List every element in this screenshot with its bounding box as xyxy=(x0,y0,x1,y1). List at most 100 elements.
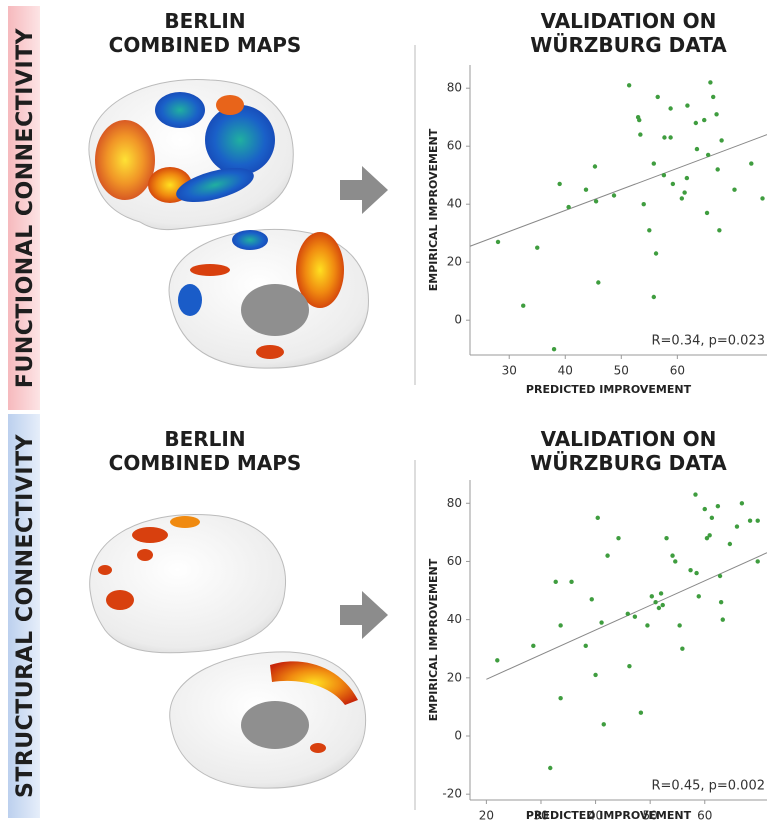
row-label: FUNCTIONAL CONNECTIVITY xyxy=(13,27,38,388)
brain-medial xyxy=(169,229,368,368)
point xyxy=(697,594,701,598)
x-tick-label: 60 xyxy=(697,809,712,823)
point xyxy=(535,246,539,250)
point xyxy=(627,664,631,668)
point xyxy=(639,711,643,715)
point xyxy=(760,196,764,200)
point xyxy=(659,591,663,595)
point xyxy=(707,533,711,537)
title-line: WÜRZBURG DATA xyxy=(530,451,727,475)
point xyxy=(552,347,556,351)
point xyxy=(717,228,721,232)
maps-title: BERLINCOMBINED MAPS xyxy=(109,9,302,57)
point xyxy=(756,559,760,563)
y-axis-label: EMPIRICAL IMPROVEMENT xyxy=(427,128,440,291)
point xyxy=(590,597,594,601)
y-tick-label: 20 xyxy=(447,255,462,269)
point xyxy=(496,240,500,244)
point xyxy=(662,173,666,177)
annotation: R=0.45, p=0.002 xyxy=(652,779,766,794)
point xyxy=(599,620,603,624)
point xyxy=(756,519,760,523)
point xyxy=(616,536,620,540)
point xyxy=(612,193,616,197)
point xyxy=(715,167,719,171)
point xyxy=(740,501,744,505)
title-line: WÜRZBURG DATA xyxy=(530,33,727,57)
point xyxy=(626,612,630,616)
point xyxy=(593,673,597,677)
point xyxy=(661,603,665,607)
point xyxy=(735,524,739,528)
point xyxy=(732,188,736,192)
point xyxy=(645,623,649,627)
point xyxy=(680,647,684,651)
point xyxy=(642,202,646,206)
y-tick-label: -20 xyxy=(442,787,462,801)
point xyxy=(569,580,573,584)
annotation: R=0.34, p=0.023 xyxy=(652,334,766,349)
point xyxy=(531,644,535,648)
point xyxy=(657,606,661,610)
point xyxy=(710,516,714,520)
point xyxy=(705,211,709,215)
chart-title: VALIDATION ONWÜRZBURG DATA xyxy=(530,427,727,475)
point xyxy=(671,182,675,186)
point xyxy=(596,516,600,520)
y-tick-label: 0 xyxy=(454,313,462,327)
point xyxy=(605,553,609,557)
point xyxy=(714,112,718,116)
title-line: VALIDATION ON xyxy=(541,9,717,33)
brain-lateral xyxy=(90,514,286,652)
point xyxy=(693,492,697,496)
y-tick-label: 80 xyxy=(447,496,462,510)
point xyxy=(654,251,658,255)
point xyxy=(653,600,657,604)
point xyxy=(695,147,699,151)
figure: FUNCTIONAL CONNECTIVITY STRUCTURAL CONNE… xyxy=(0,0,767,823)
point xyxy=(694,121,698,125)
point xyxy=(728,542,732,546)
point xyxy=(708,80,712,84)
point xyxy=(677,623,681,627)
point xyxy=(647,228,651,232)
x-tick-label: 30 xyxy=(502,364,517,378)
y-tick-label: 0 xyxy=(454,729,462,743)
point xyxy=(716,504,720,508)
point xyxy=(718,574,722,578)
y-tick-label: 80 xyxy=(447,81,462,95)
point xyxy=(688,568,692,572)
point xyxy=(670,553,674,557)
point xyxy=(495,658,499,662)
point xyxy=(548,766,552,770)
point xyxy=(656,95,660,99)
x-tick-label: 40 xyxy=(558,364,573,378)
arrow xyxy=(340,591,388,639)
point xyxy=(694,571,698,575)
point xyxy=(554,580,558,584)
point xyxy=(719,138,723,142)
trend-line xyxy=(486,553,767,680)
point xyxy=(557,182,561,186)
point xyxy=(662,135,666,139)
point xyxy=(711,95,715,99)
point xyxy=(633,615,637,619)
point xyxy=(668,106,672,110)
point xyxy=(702,118,706,122)
y-axis-label: EMPIRICAL IMPROVEMENT xyxy=(427,558,440,721)
x-tick-label: 20 xyxy=(479,809,494,823)
point xyxy=(668,135,672,139)
x-tick-label: 50 xyxy=(614,364,629,378)
point xyxy=(652,295,656,299)
point xyxy=(521,304,525,308)
point xyxy=(682,190,686,194)
x-axis-label: PREDICTED IMPROVEMENT xyxy=(526,809,692,822)
point xyxy=(638,132,642,136)
point xyxy=(706,153,710,157)
point xyxy=(673,559,677,563)
x-tick-label: 60 xyxy=(670,364,685,378)
brain-medial xyxy=(170,652,366,788)
title-line: VALIDATION ON xyxy=(541,427,717,451)
